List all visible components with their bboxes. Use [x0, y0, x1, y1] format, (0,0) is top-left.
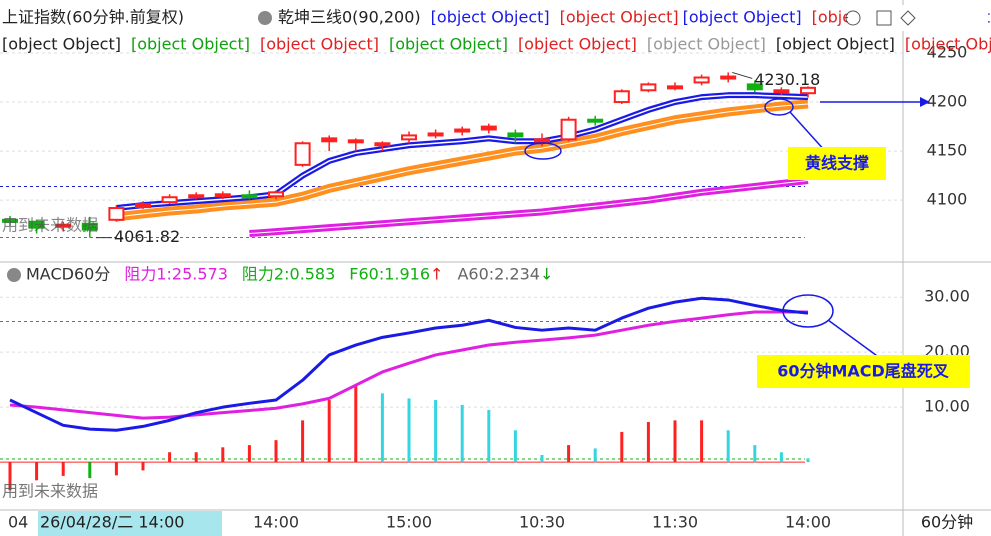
header-text: [object Object] — [131, 35, 250, 54]
candle-body — [693, 76, 710, 84]
cursor-box — [38, 511, 222, 536]
y-tick-label: 4100 — [927, 190, 968, 209]
cursor-prefix: 04 — [8, 513, 28, 532]
candle-body — [321, 137, 338, 143]
x-tick-label: 14:00 — [785, 513, 831, 532]
band-inner — [249, 180, 809, 235]
candle-body — [55, 223, 72, 228]
icon-window[interactable] — [876, 10, 892, 26]
candle-body — [800, 86, 816, 95]
candle-body — [268, 191, 284, 198]
callout-box — [757, 355, 970, 388]
callout-text: 黄线支撑 — [805, 154, 869, 173]
y-tick-label: 4200 — [927, 92, 968, 111]
plot-layer: 4100 4150 4200 4250 4230.18 4061.82 用到未来数据 10.0… — [0, 42, 973, 532]
indicator-label: F60: — [349, 265, 384, 284]
header-text: [object Object] — [776, 35, 895, 54]
candle-body — [161, 196, 178, 204]
band-inner — [116, 103, 809, 218]
candle-body — [374, 142, 391, 147]
candle-body — [773, 89, 790, 94]
header-text: [object Object] — [560, 8, 679, 27]
indicator-label: A60: — [457, 265, 494, 284]
y-tick-label: 4250 — [927, 42, 968, 61]
arrow-head — [920, 97, 930, 107]
candle-body — [746, 83, 763, 91]
series-line — [9, 310, 808, 420]
panel-title: MACD60分 — [26, 265, 110, 284]
header-text: [object Object] — [683, 8, 802, 27]
candle-body — [534, 138, 550, 143]
callout-text: 60分钟MACD尾盘死叉 — [777, 362, 950, 381]
icon-diamond[interactable] — [900, 10, 916, 26]
y-tick-label: 4150 — [927, 141, 968, 160]
candle-body — [427, 132, 444, 137]
band-inner — [116, 94, 809, 209]
candle-body — [560, 118, 577, 141]
y-tick-label: 30.00 — [924, 287, 970, 306]
candle-body — [81, 222, 98, 231]
notice: 用到未来数据 — [2, 482, 98, 501]
cursor-label: 26/04/28/二 14:00 — [40, 513, 184, 532]
icon-close[interactable] — [845, 10, 861, 26]
high-label: 4230.18 — [754, 70, 820, 89]
callout-arrow — [789, 111, 827, 153]
icon — [258, 11, 272, 25]
candle-body — [613, 90, 630, 104]
period-label: 60分钟 — [921, 513, 973, 532]
highlight-ellipse — [782, 294, 834, 328]
series-line — [9, 296, 809, 432]
y-tick-label: 10.00 — [924, 397, 970, 416]
callout-box — [788, 147, 886, 180]
candle-body — [347, 139, 364, 144]
candle-body — [720, 75, 737, 80]
candle-body — [28, 220, 45, 229]
candle-body — [401, 134, 417, 141]
page-title: 上证指数(60分钟.前复权) — [2, 8, 184, 27]
icon — [7, 268, 21, 282]
indicator-value: 2.234 — [494, 265, 540, 284]
candle-body — [188, 194, 205, 199]
header-text: [object Object] — [2, 35, 121, 54]
candle-body — [587, 118, 604, 123]
header-text: [object Object] — [389, 35, 508, 54]
header-text: [object Object] — [905, 35, 991, 54]
header-text: [object Object] — [518, 35, 637, 54]
indicator-value: 0.583 — [289, 265, 335, 284]
x-tick-label: 14:00 — [253, 513, 299, 532]
annotation-arrow — [732, 71, 753, 79]
callout-arrow — [827, 319, 881, 359]
candle-body — [108, 207, 125, 221]
indicator-label: 阻力1: — [124, 265, 172, 284]
x-tick-label: 15:00 — [386, 513, 432, 532]
indicator-arrow: ↑ — [430, 265, 443, 284]
indicator-arrow: ↓ — [540, 265, 553, 284]
candle-body — [507, 132, 524, 138]
header-text: [object Object] — [647, 35, 766, 54]
candle-body — [294, 142, 311, 166]
candle-body — [135, 203, 151, 209]
candle-body — [640, 83, 657, 92]
indicator-value: 25.573 — [172, 265, 228, 284]
candle-body — [454, 128, 471, 133]
notice: 用到未来数据 — [2, 216, 98, 235]
candle-body — [667, 85, 683, 90]
candle-body — [480, 125, 497, 131]
highlight-ellipse — [764, 98, 794, 116]
highlight-ellipse — [524, 142, 562, 160]
indicator-value: 1.916 — [384, 265, 430, 284]
indicator-label: 阻力2: — [242, 265, 290, 284]
toolbar-bg — [848, 5, 988, 31]
header-text: [object Object] — [260, 35, 379, 54]
x-tick-label: 10:30 — [519, 513, 565, 532]
indicator-name: 乾坤三线0(90,200) — [278, 8, 421, 27]
candle-body — [2, 218, 18, 223]
candle-body — [241, 194, 258, 199]
x-tick-label: 11:30 — [652, 513, 698, 532]
header-text: [object Object] — [431, 8, 550, 27]
candle-body — [214, 193, 231, 198]
low-label: 4061.82 — [114, 227, 180, 246]
